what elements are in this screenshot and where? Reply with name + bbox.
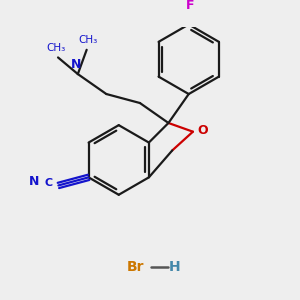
Text: CH₃: CH₃ <box>46 43 65 52</box>
Text: CH₃: CH₃ <box>78 35 98 45</box>
Text: Br: Br <box>126 260 144 274</box>
Text: C: C <box>44 178 52 188</box>
Text: N: N <box>71 58 82 71</box>
Text: N: N <box>28 175 39 188</box>
Text: O: O <box>198 124 208 137</box>
Text: H: H <box>169 260 180 274</box>
Text: F: F <box>186 0 194 12</box>
